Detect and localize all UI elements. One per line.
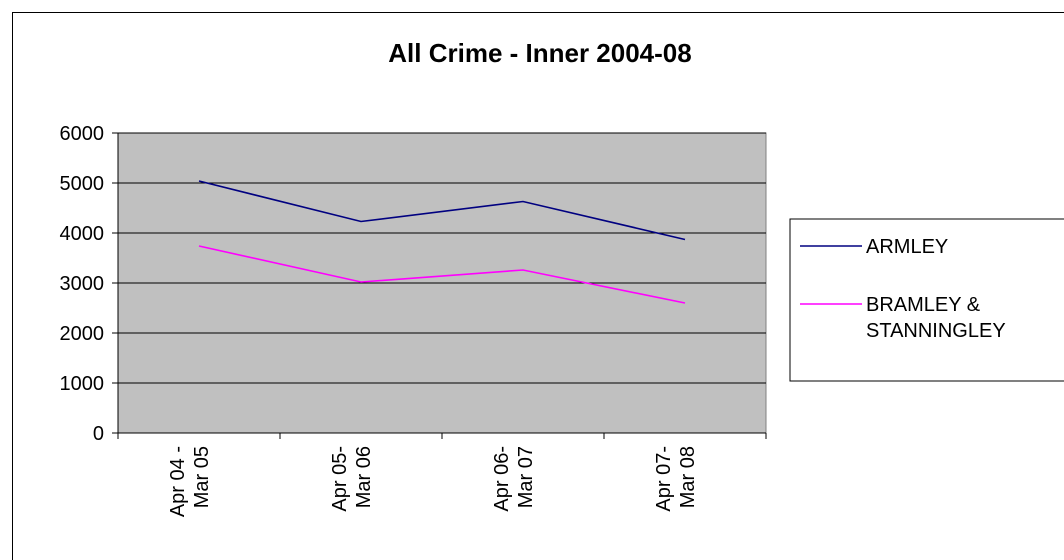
x-tick-label: Apr 05- bbox=[329, 446, 351, 512]
y-tick-label: 4000 bbox=[60, 223, 105, 245]
x-tick-label: Mar 05 bbox=[191, 446, 213, 508]
chart-title: All Crime - Inner 2004-08 bbox=[388, 38, 691, 68]
legend-label: STANNINGLEY bbox=[866, 320, 1006, 342]
y-tick-label: 2000 bbox=[60, 323, 105, 345]
y-tick-label: 6000 bbox=[60, 123, 105, 145]
y-tick-label: 5000 bbox=[60, 173, 105, 195]
x-tick-label: Apr 07- bbox=[653, 446, 675, 512]
y-tick-label: 1000 bbox=[60, 373, 105, 395]
series-line bbox=[198, 245, 686, 304]
chart-frame bbox=[12, 12, 1064, 560]
x-tick-label: Mar 07 bbox=[515, 446, 537, 508]
legend-label: BRAMLEY & bbox=[866, 294, 981, 316]
plot-area: 0 1000 2000 3000 4000 5000 6000 Apr 04 - Mar 05 A… bbox=[60, 123, 767, 517]
legend-label: ARMLEY bbox=[866, 236, 948, 258]
series-line bbox=[198, 180, 686, 241]
y-tick-label: 3000 bbox=[60, 273, 105, 295]
x-tick-label: Apr 06- bbox=[491, 446, 513, 512]
x-tick-label: Mar 08 bbox=[677, 446, 699, 508]
y-tick-label: 0 bbox=[93, 423, 104, 445]
x-tick-label: Mar 06 bbox=[353, 446, 375, 508]
x-tick-label: Apr 04 - bbox=[167, 446, 189, 517]
legend: ARMLEY BRAMLEY & STANNINGLEY bbox=[789, 218, 1064, 382]
